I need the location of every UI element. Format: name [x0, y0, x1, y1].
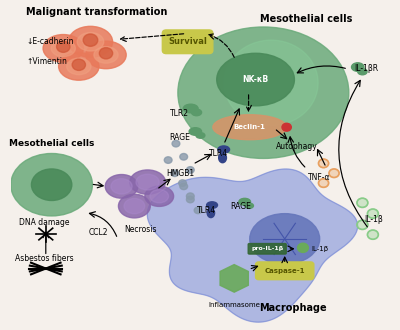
- Ellipse shape: [207, 202, 218, 208]
- Ellipse shape: [67, 58, 91, 75]
- Ellipse shape: [218, 146, 230, 153]
- Polygon shape: [147, 169, 358, 322]
- Text: RAGE: RAGE: [169, 133, 190, 142]
- Ellipse shape: [213, 115, 287, 140]
- Ellipse shape: [11, 153, 92, 216]
- Ellipse shape: [86, 41, 126, 69]
- Ellipse shape: [124, 198, 145, 214]
- Circle shape: [368, 230, 378, 239]
- Ellipse shape: [150, 190, 168, 203]
- Text: Caspase-1: Caspase-1: [264, 268, 305, 274]
- FancyBboxPatch shape: [256, 262, 314, 280]
- Text: IL-1β: IL-1β: [312, 246, 329, 252]
- Ellipse shape: [51, 40, 75, 57]
- Circle shape: [318, 159, 329, 168]
- Text: NK-κB: NK-κB: [242, 75, 269, 84]
- Ellipse shape: [130, 170, 166, 194]
- Ellipse shape: [189, 128, 202, 135]
- Circle shape: [298, 243, 308, 252]
- Ellipse shape: [183, 104, 198, 113]
- Text: Inflammasome: Inflammasome: [208, 302, 260, 308]
- Circle shape: [172, 140, 180, 147]
- Ellipse shape: [59, 52, 99, 80]
- Circle shape: [186, 193, 194, 200]
- Text: TLR2: TLR2: [170, 109, 189, 117]
- Circle shape: [186, 167, 194, 173]
- Circle shape: [83, 34, 98, 46]
- Circle shape: [282, 123, 291, 131]
- Ellipse shape: [145, 186, 174, 206]
- Text: Asbestos fibers: Asbestos fibers: [14, 254, 73, 263]
- Text: ↓E-cadherin: ↓E-cadherin: [26, 37, 74, 46]
- Circle shape: [180, 153, 188, 160]
- Circle shape: [164, 157, 172, 163]
- Ellipse shape: [111, 179, 132, 194]
- FancyBboxPatch shape: [162, 30, 213, 53]
- Ellipse shape: [217, 53, 294, 106]
- Ellipse shape: [136, 174, 159, 190]
- Circle shape: [368, 209, 378, 218]
- Circle shape: [357, 220, 368, 229]
- Circle shape: [357, 198, 368, 207]
- Text: Malignant transformation: Malignant transformation: [26, 7, 167, 17]
- Circle shape: [179, 180, 186, 186]
- Text: Autophagy: Autophagy: [276, 143, 317, 151]
- Circle shape: [318, 179, 329, 187]
- Circle shape: [329, 169, 339, 178]
- Circle shape: [194, 207, 202, 214]
- Text: Macrophage: Macrophage: [259, 303, 326, 313]
- Ellipse shape: [239, 198, 250, 205]
- Text: ↑Vimentin: ↑Vimentin: [26, 57, 67, 66]
- Text: Beclin-1: Beclin-1: [234, 124, 266, 130]
- Text: DNA damage: DNA damage: [19, 218, 69, 227]
- Ellipse shape: [178, 27, 349, 158]
- Ellipse shape: [219, 153, 226, 163]
- Ellipse shape: [118, 194, 150, 218]
- Ellipse shape: [105, 175, 138, 198]
- Ellipse shape: [207, 208, 214, 217]
- Circle shape: [180, 183, 188, 190]
- Circle shape: [171, 170, 179, 177]
- Ellipse shape: [224, 40, 318, 126]
- Circle shape: [57, 41, 70, 52]
- Polygon shape: [220, 265, 248, 292]
- Circle shape: [72, 59, 86, 70]
- Text: TLR4: TLR4: [198, 206, 216, 215]
- Ellipse shape: [358, 69, 367, 75]
- Text: Mesothelial cells: Mesothelial cells: [260, 14, 352, 24]
- Text: Mesothelial cells: Mesothelial cells: [9, 139, 94, 148]
- Text: Necrosis: Necrosis: [125, 225, 157, 234]
- Circle shape: [99, 48, 113, 59]
- Text: IL-1β: IL-1β: [365, 215, 384, 224]
- Text: pro-IL-1β: pro-IL-1β: [251, 246, 283, 251]
- Ellipse shape: [32, 169, 72, 201]
- Ellipse shape: [352, 63, 364, 71]
- Ellipse shape: [94, 47, 118, 63]
- Ellipse shape: [245, 203, 254, 208]
- Text: Survival: Survival: [168, 37, 207, 46]
- Circle shape: [186, 196, 194, 203]
- Text: HMGB1: HMGB1: [166, 169, 194, 178]
- Ellipse shape: [77, 32, 104, 51]
- Text: RAGE: RAGE: [230, 202, 251, 211]
- Text: IL-1βR: IL-1βR: [354, 64, 378, 73]
- Text: CCL2: CCL2: [88, 228, 108, 237]
- Ellipse shape: [250, 214, 320, 264]
- Ellipse shape: [196, 133, 205, 138]
- Ellipse shape: [43, 35, 84, 62]
- FancyBboxPatch shape: [248, 244, 286, 254]
- Ellipse shape: [192, 109, 202, 116]
- Text: TNF-α: TNF-α: [308, 173, 331, 182]
- Ellipse shape: [68, 26, 113, 57]
- Text: TLR4: TLR4: [209, 149, 228, 158]
